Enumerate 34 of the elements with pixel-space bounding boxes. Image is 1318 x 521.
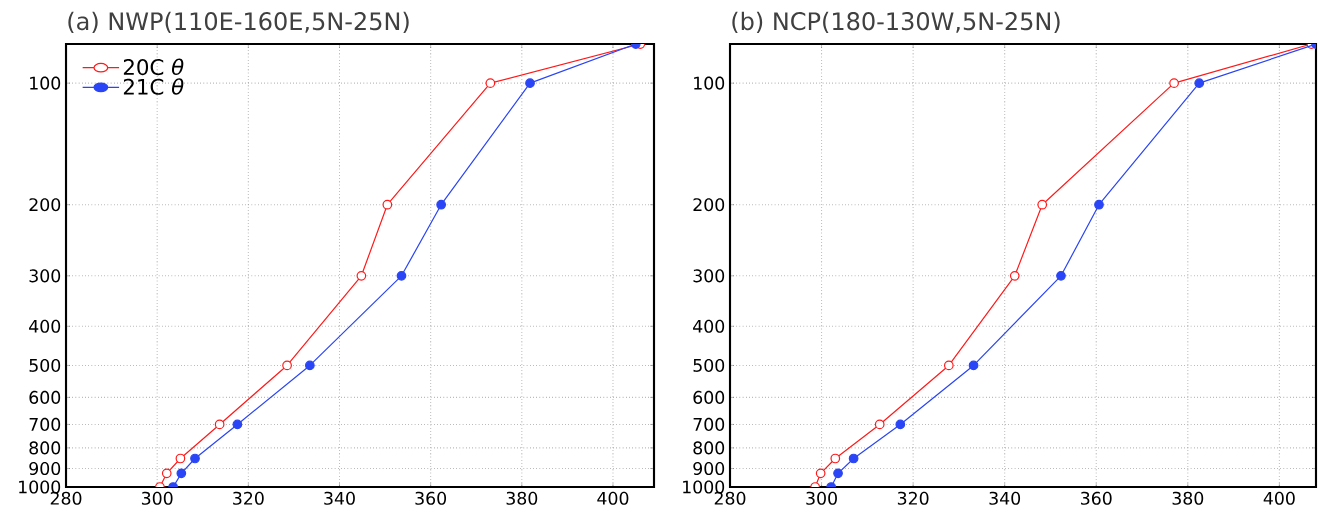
y-tick-label: 300: [693, 269, 725, 283]
x-tick-label: 320: [233, 491, 264, 505]
x-tick-label: 400: [1263, 491, 1295, 505]
y-tick-label: 100: [694, 76, 725, 90]
x-tick-label: 300: [141, 491, 173, 505]
x-tick-label: 340: [324, 491, 355, 505]
y-tick-label: 700: [693, 417, 725, 431]
y-tick-label: 200: [693, 198, 725, 212]
y-tick-label: 800: [693, 441, 725, 455]
y-tick-label: 800: [29, 441, 61, 455]
chart-title: (a) NWP(110E-160E,5N-25N): [68, 11, 409, 34]
y-tick-label: 300: [29, 269, 61, 283]
y-tick-label: 400: [693, 319, 725, 333]
x-tick-label: 300: [806, 491, 837, 505]
legend-label: 21C θ: [123, 78, 184, 95]
y-tick-label: 600: [29, 390, 61, 404]
y-tick-label: 100: [30, 76, 61, 90]
y-tick-label: 500: [693, 358, 725, 372]
x-tick-label: 340: [989, 491, 1021, 505]
y-tick-label: 500: [29, 358, 61, 372]
y-tick-label: 200: [29, 198, 61, 212]
y-tick-label: 900: [693, 461, 725, 476]
x-tick-label: 380: [1172, 491, 1204, 505]
x-tick-label: 360: [415, 491, 447, 505]
x-tick-label: 380: [506, 491, 538, 505]
y-tick-label: 600: [693, 390, 725, 404]
x-tick-label: 400: [597, 491, 629, 505]
chart-title: (b) NCP(180-130W,5N-25N): [732, 11, 1060, 34]
x-tick-label: 320: [897, 491, 929, 505]
y-tick-label: 900: [29, 461, 61, 476]
y-tick-label: 700: [29, 417, 61, 431]
x-tick-label: 360: [1081, 491, 1112, 505]
legend-label: 20C θ: [123, 58, 184, 76]
y-tick-label: 400: [29, 319, 61, 333]
